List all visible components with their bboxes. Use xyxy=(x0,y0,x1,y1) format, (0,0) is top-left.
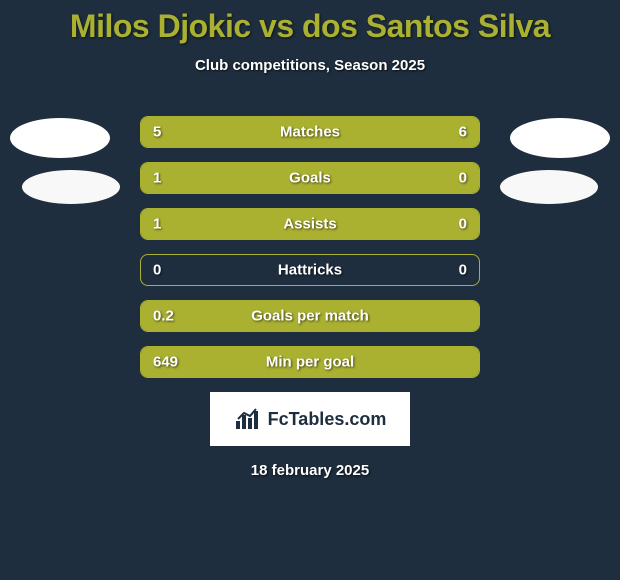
avatar-right-1 xyxy=(510,118,610,158)
stat-bar: 1 Assists 0 xyxy=(140,208,480,240)
bar-fill-right xyxy=(405,163,479,193)
bar-value-left: 5 xyxy=(153,124,161,141)
bar-value-right: 0 xyxy=(459,262,467,279)
bar-label: Matches xyxy=(280,124,340,141)
avatar-left-2 xyxy=(22,170,120,204)
stat-bar: 649 Min per goal xyxy=(140,346,480,378)
vs-text: vs xyxy=(259,8,294,44)
bar-label: Assists xyxy=(283,216,336,233)
bar-value-left: 649 xyxy=(153,354,178,371)
bar-fill-right xyxy=(405,209,479,239)
bar-label: Goals per match xyxy=(251,308,369,325)
avatar-left-1 xyxy=(10,118,110,158)
fctables-badge: FcTables.com xyxy=(210,392,410,446)
player2-name: dos Santos Silva xyxy=(302,8,550,44)
bar-label: Min per goal xyxy=(266,354,354,371)
bar-value-left: 1 xyxy=(153,170,161,187)
bar-fill-left xyxy=(141,209,405,239)
chart-icon xyxy=(234,407,262,431)
bar-value-left: 0.2 xyxy=(153,308,174,325)
bar-value-right: 0 xyxy=(459,170,467,187)
bar-value-left: 1 xyxy=(153,216,161,233)
bar-fill-left xyxy=(141,117,295,147)
bar-label: Goals xyxy=(289,170,331,187)
page-title: Milos Djokic vs dos Santos Silva xyxy=(0,0,620,45)
stat-bar: 0 Hattricks 0 xyxy=(140,254,480,286)
stat-bar: 0.2 Goals per match xyxy=(140,300,480,332)
stat-bar: 5 Matches 6 xyxy=(140,116,480,148)
player1-name: Milos Djokic xyxy=(70,8,251,44)
bar-fill-left xyxy=(141,163,405,193)
bar-label: Hattricks xyxy=(278,262,342,279)
bar-value-right: 0 xyxy=(459,216,467,233)
stat-bar: 1 Goals 0 xyxy=(140,162,480,194)
date-text: 18 february 2025 xyxy=(0,462,620,479)
bar-value-left: 0 xyxy=(153,262,161,279)
bar-value-right: 6 xyxy=(459,124,467,141)
avatar-right-2 xyxy=(500,170,598,204)
stat-bars: 5 Matches 6 1 Goals 0 1 Assists 0 0 Hattricks 0 0.2 G… xyxy=(140,116,480,378)
badge-text: FcTables.com xyxy=(268,409,387,430)
subtitle: Club competitions, Season 2025 xyxy=(0,57,620,74)
